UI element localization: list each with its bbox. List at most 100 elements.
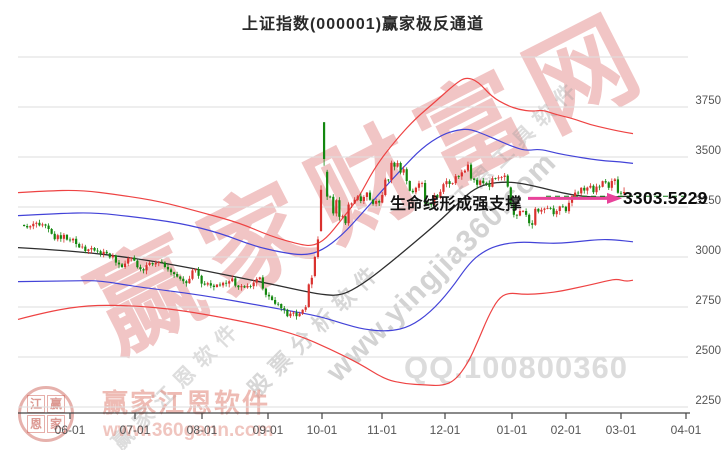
candle-body xyxy=(264,288,268,295)
candle-body xyxy=(114,255,118,263)
candle-body xyxy=(218,284,222,286)
candle-body xyxy=(59,235,62,239)
x-axis-label: 10-01 xyxy=(307,423,338,437)
candle-body xyxy=(365,192,369,197)
candle-body xyxy=(616,179,620,193)
candle-body xyxy=(277,303,280,305)
candle-body xyxy=(592,185,595,193)
y-axis-label: 3500 xyxy=(695,145,721,157)
candle-body xyxy=(62,234,65,239)
candle-body xyxy=(136,260,139,268)
candle-body xyxy=(166,267,170,270)
candle-body xyxy=(157,261,160,263)
y-axis-label: 3750 xyxy=(695,95,721,107)
candle-body xyxy=(353,199,356,204)
x-axis-label: 06-01 xyxy=(55,423,86,437)
x-axis-label: 04-01 xyxy=(671,423,702,437)
candle-body xyxy=(316,239,320,257)
candle-body xyxy=(549,208,552,209)
candle-body xyxy=(84,246,87,251)
candle-body xyxy=(252,282,255,287)
page-title: 上证指数(000001)赢家极反通道 xyxy=(241,16,485,33)
candle-body xyxy=(270,296,274,300)
candle-body xyxy=(23,225,26,226)
candle-body xyxy=(454,176,457,184)
candle-body xyxy=(225,282,228,284)
candle-body xyxy=(319,189,323,231)
candle-body xyxy=(234,278,237,286)
support-arrow-head xyxy=(607,192,622,204)
candle-body xyxy=(619,192,623,194)
candle-body xyxy=(53,233,56,240)
x-axis-label: 09-01 xyxy=(253,423,284,437)
candle-body xyxy=(338,200,341,217)
candle-body xyxy=(601,181,604,187)
candle-body xyxy=(371,199,375,204)
candle-body xyxy=(356,196,359,200)
candle-body xyxy=(469,164,473,179)
candle-body xyxy=(332,196,335,214)
candle-body xyxy=(56,235,59,240)
candle-body xyxy=(359,196,362,201)
candle-body xyxy=(613,179,616,181)
candle-body xyxy=(304,307,307,310)
candle-body xyxy=(607,182,610,188)
candle-body xyxy=(466,164,470,171)
band-lower-rail-red xyxy=(17,278,634,387)
candle-body xyxy=(44,224,47,226)
candle-body xyxy=(75,238,78,244)
candle-body xyxy=(145,265,148,271)
candle-body xyxy=(310,277,313,285)
candle-body xyxy=(509,187,512,205)
candle-body xyxy=(414,187,418,193)
candle-body xyxy=(387,179,390,181)
candle-body xyxy=(347,204,350,224)
candle-body xyxy=(209,283,212,286)
candle-body xyxy=(460,172,463,177)
y-axis-label: 3000 xyxy=(695,245,721,257)
candle-body xyxy=(457,176,460,177)
candle-body xyxy=(558,206,561,211)
axes: 06-01 07-01 08-01 09-01 10-01 11-01 12-01 01-01… xyxy=(18,95,721,437)
candle-body xyxy=(322,122,326,159)
candle-body xyxy=(381,195,384,203)
candle-body xyxy=(160,261,163,263)
candle-body xyxy=(261,277,264,289)
candle-body xyxy=(430,204,433,205)
candle-body xyxy=(93,248,96,251)
candle-body xyxy=(307,284,310,307)
candle-body xyxy=(540,209,543,212)
candle-body xyxy=(595,186,598,193)
y-axis-label: 3250 xyxy=(695,195,721,207)
candle-body xyxy=(240,286,243,288)
candle-body xyxy=(286,309,289,317)
candle-body xyxy=(280,304,283,309)
candle-body xyxy=(396,163,399,167)
candle-body xyxy=(573,192,577,197)
candle-body xyxy=(215,284,219,287)
candle-body xyxy=(127,258,130,264)
candle-body xyxy=(197,269,200,276)
candle-body xyxy=(503,175,506,177)
candle-body xyxy=(182,278,185,282)
candle-body xyxy=(362,197,365,201)
candle-body xyxy=(390,162,393,181)
candle-body xyxy=(411,190,414,193)
candle-body xyxy=(188,278,191,284)
candle-body xyxy=(274,300,277,304)
candle-body xyxy=(35,222,38,224)
candle-body xyxy=(577,192,580,194)
candle-body xyxy=(451,183,454,184)
candle-body xyxy=(29,226,32,228)
candle-body xyxy=(344,216,347,224)
candle-body xyxy=(341,216,344,218)
x-axis-label: 08-01 xyxy=(187,423,218,437)
candle-body xyxy=(203,283,206,285)
band-lower-rail-blue xyxy=(17,238,634,332)
candle-body xyxy=(295,312,298,317)
candle-body xyxy=(436,195,439,198)
candle-body xyxy=(87,249,90,251)
candle-body xyxy=(610,181,613,188)
candle-body xyxy=(494,178,497,179)
